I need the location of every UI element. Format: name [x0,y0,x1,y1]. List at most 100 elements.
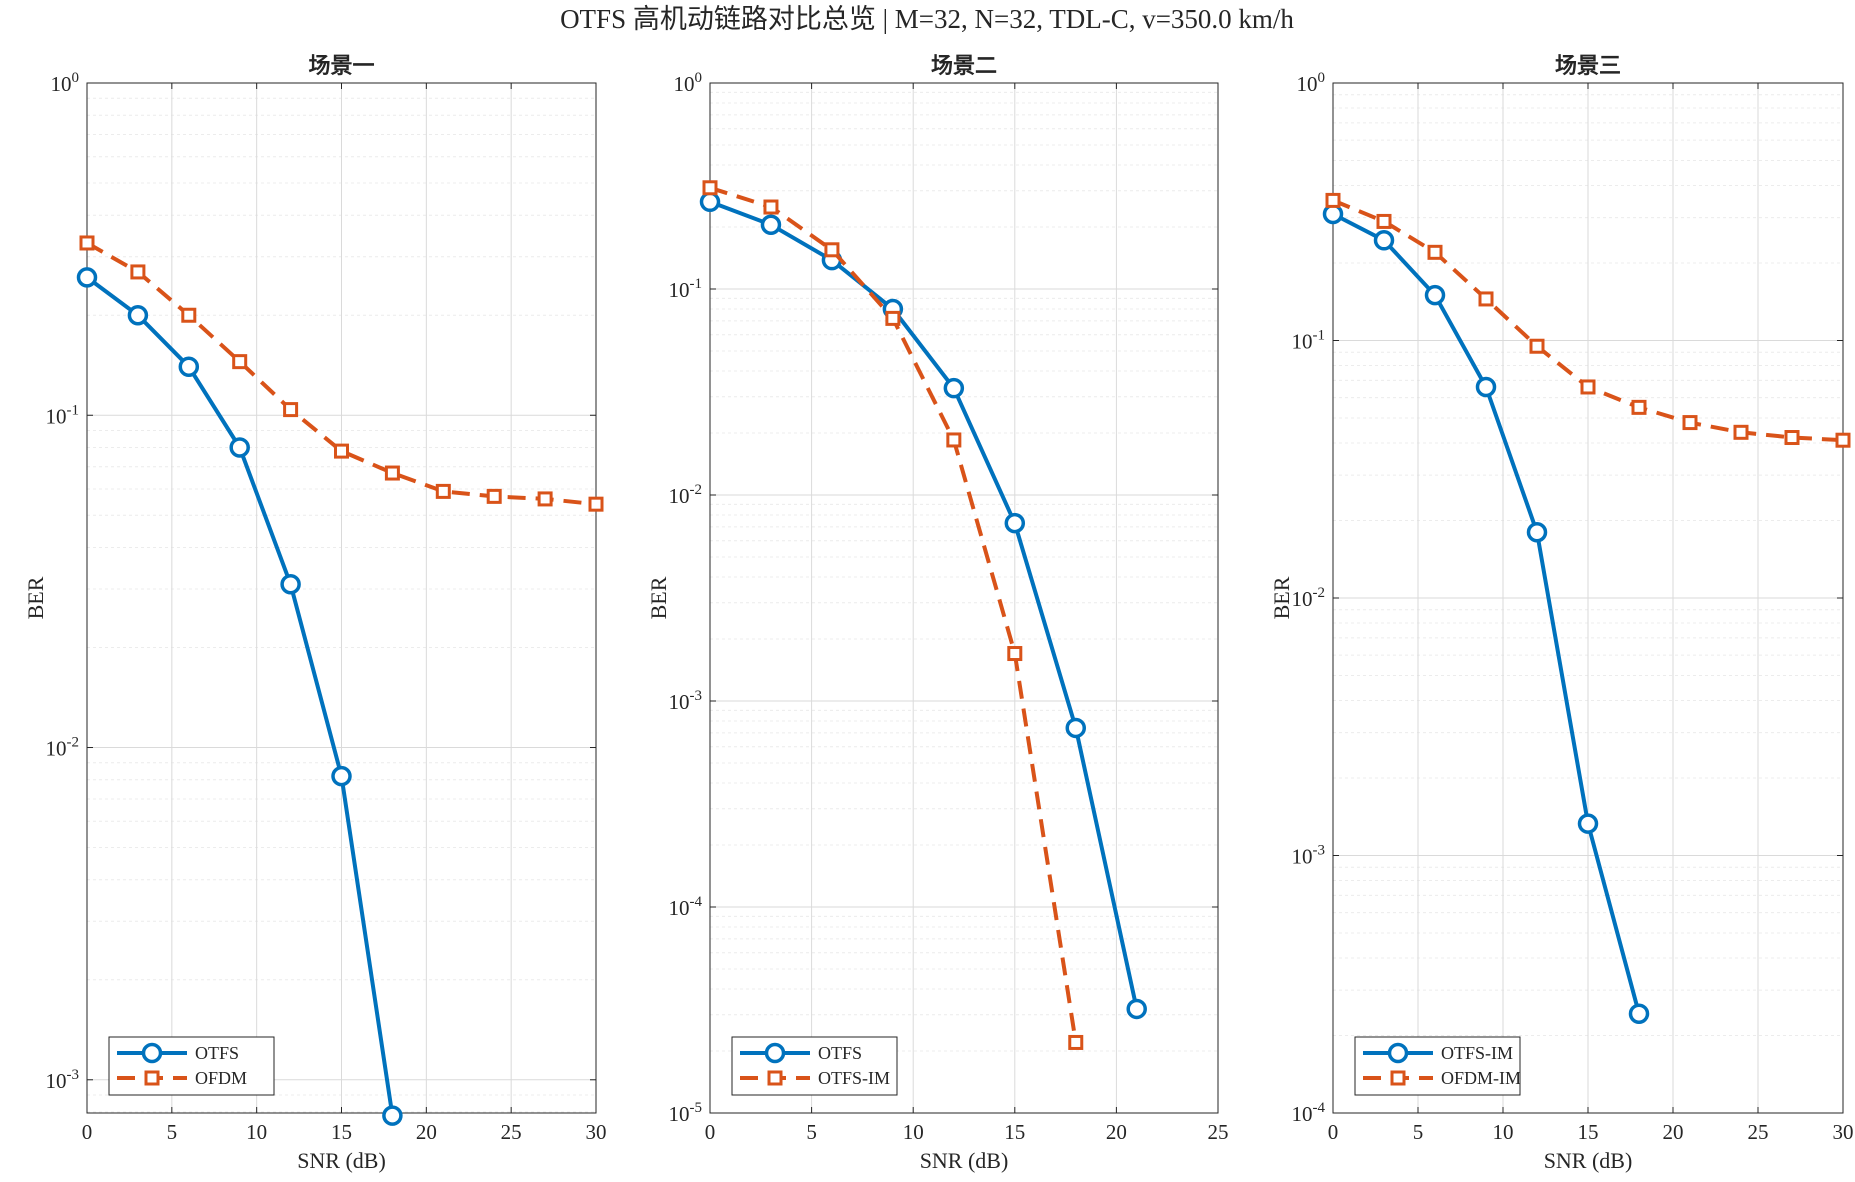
x-tick-label: 5 [806,1120,817,1144]
legend: OTFS OFDM [108,1036,275,1096]
y-tick-label: 10-4 [1292,1100,1326,1126]
legend-box [731,1036,898,1096]
panel-3: 0 5 10 15 20 25 30 10-4 10-3 10-2 10-1 100 场景三 SNR (d… [1269,54,1854,1173]
data-point-square [1835,432,1851,448]
legend-label: OTFS [195,1043,239,1063]
y-axis-label: BER [1269,576,1294,619]
data-point-circle [382,1105,403,1126]
data-point-circle [1065,717,1087,739]
data-point-square [1682,415,1698,431]
data-point-circle [1526,522,1548,543]
data-point-circle [1628,1003,1650,1024]
x-tick-label: 15 [1004,1120,1025,1144]
data-point-square [1325,192,1341,208]
series-otfs-im [1322,203,1650,1024]
y-tick-label: 10-3 [46,1067,80,1093]
data-point-circle [1577,813,1599,834]
data-point-circle [1322,203,1344,225]
y-tick-label: 100 [1297,70,1326,96]
panel-title: 场景三 [1555,54,1621,79]
data-point-square [283,402,299,418]
legend: OTFS OTFS-IM [731,1036,898,1096]
series-otfs-im [702,180,1084,1050]
y-axis-label: BER [23,576,48,619]
legend: OTFS-IM OFDM-IM [1354,1036,1521,1096]
x-tick-label: 20 [1106,1120,1127,1144]
x-tick-label: 5 [167,1120,178,1144]
x-tick-label: 25 [1208,1120,1229,1144]
y-tick-label: 10-2 [46,735,80,761]
data-point-square [1529,338,1545,354]
data-point-circle [1475,376,1497,398]
data-point-square [824,242,840,258]
legend-marker-square [767,1070,783,1086]
legend-label: OFDM [195,1068,247,1088]
y-axis-label: BER [646,576,671,619]
series-line [86,241,597,507]
data-point-circle [1373,230,1395,251]
data-point-square [181,307,197,323]
data-point-square [1376,213,1392,229]
y-tick-label: 100 [51,70,80,96]
y-tick-label: 10-3 [669,688,703,714]
panel-2: 0 5 10 15 20 25 10-5 10-4 10-3 10-2 10-1 100 场景二 SNR … [646,54,1229,1173]
y-tick-label: 10-2 [669,482,703,508]
data-point-square [79,235,95,251]
legend-box [108,1036,275,1096]
plot-area [710,83,1218,1113]
y-tick-label: 10-1 [46,402,80,428]
x-tick-label: 20 [416,1120,437,1144]
x-axis-label: SNR (dB) [297,1148,386,1173]
x-tick-label: 15 [331,1120,352,1144]
legend-marker-circle [141,1042,163,1064]
data-point-square [232,354,248,370]
legend-marker-circle [1387,1042,1409,1064]
data-point-circle [178,356,200,377]
x-tick-label: 30 [1833,1120,1854,1144]
data-point-square [384,465,400,481]
axes-box [709,82,1219,1114]
data-point-square [435,483,451,499]
x-tick-label: 0 [82,1120,93,1144]
data-point-square [1007,646,1023,662]
legend-box [1354,1036,1521,1096]
data-point-circle [127,304,149,326]
data-point-square [702,180,718,196]
y-tick-label: 10-2 [1292,585,1326,611]
ticks: 0 5 10 15 20 25 10-5 10-4 10-3 10-2 10-1 100 [669,70,1229,1144]
x-tick-label: 15 [1578,1120,1599,1144]
data-point-circle [699,191,721,213]
data-point-circle [943,377,965,399]
data-point-square [334,443,349,459]
series-line [709,199,1139,1010]
x-tick-label: 10 [903,1120,924,1144]
data-point-square [1733,424,1749,440]
x-tick-label: 25 [1748,1120,1769,1144]
data-point-circle [76,267,98,288]
data-point-square [1784,430,1800,446]
ticks: 0 5 10 15 20 25 30 10-4 10-3 10-2 10-1 100 [1292,70,1854,1144]
y-tick-label: 10-3 [1292,843,1326,869]
ticks: 0 5 10 15 20 25 30 10-3 10-2 10-1 100 [46,70,607,1144]
data-point-square [1631,399,1647,415]
y-tick-label: 10-4 [669,894,703,920]
data-point-square [537,491,553,507]
data-point-circle [229,437,250,458]
data-point-square [588,496,604,512]
x-tick-label: 10 [246,1120,267,1144]
legend-marker-square [1390,1070,1406,1086]
data-point-square [1478,291,1494,307]
series-otfs [76,267,403,1126]
series-ofdm-im [1325,192,1851,448]
x-axis-label: SNR (dB) [1544,1148,1633,1173]
figure-title: OTFS 高机动链路对比总览 | M=32, N=32, TDL-C, v=35… [560,4,1294,34]
x-tick-label: 30 [586,1120,607,1144]
panel-title: 场景二 [931,54,997,79]
panel-1: 0 5 10 15 20 25 30 10-3 10-2 10-1 100 场景一 SNR (dB) BE… [23,54,607,1173]
legend-label: OTFS-IM [818,1068,890,1088]
y-tick-label: 10-5 [669,1100,703,1126]
data-point-square [130,264,146,280]
legend-label: OTFS [818,1043,862,1063]
data-point-circle [1126,998,1147,1020]
legend-marker-circle [764,1042,786,1064]
